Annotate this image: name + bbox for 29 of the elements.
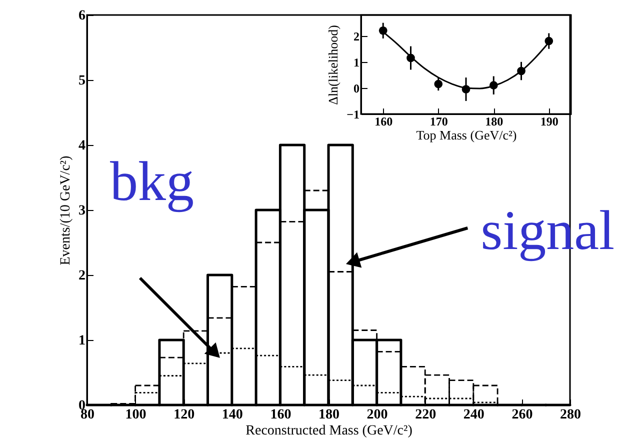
y-tick-label: 2 (354, 29, 360, 44)
x-tick-label: 180 (485, 114, 504, 128)
x-tick-label: 200 (366, 408, 388, 422)
x-tick-label: 280 (560, 408, 581, 422)
x-tick-label: 120 (174, 408, 195, 422)
x-tick-label: 260 (512, 408, 533, 422)
x-tick-label: 100 (125, 408, 146, 422)
y-tick-label: −1 (346, 108, 360, 122)
annotation: bkg (110, 151, 194, 213)
y-tick-label: 1 (354, 55, 360, 70)
x-tick-label: 140 (222, 408, 243, 422)
y-tick-label: 6 (78, 8, 86, 24)
y-axis-title: Events/(10 GeV/c²) (58, 155, 74, 266)
y-tick-label: 4 (78, 138, 86, 154)
x-tick-label: 240 (463, 408, 484, 422)
y-tick-label: 1 (78, 334, 86, 348)
y-tick-label: 0 (354, 81, 360, 96)
x-tick-label: 180 (318, 408, 340, 422)
y-tick-label: 3 (78, 204, 86, 218)
x-axis-title: Top Mass (GeV/c²) (416, 128, 517, 142)
x-axis-title: Reconstructed Mass (GeV/c²) (246, 424, 413, 438)
x-tick-label: 160 (374, 114, 393, 128)
y-axis-title: Δln(likelihood) (326, 25, 341, 105)
x-tick-label: 160 (270, 408, 292, 422)
x-tick-label: 170 (430, 114, 448, 128)
x-tick-label: 190 (540, 114, 558, 128)
y-tick-label: 2 (78, 268, 86, 284)
x-tick-label: 220 (415, 408, 436, 422)
y-tick-label: 5 (78, 74, 86, 88)
